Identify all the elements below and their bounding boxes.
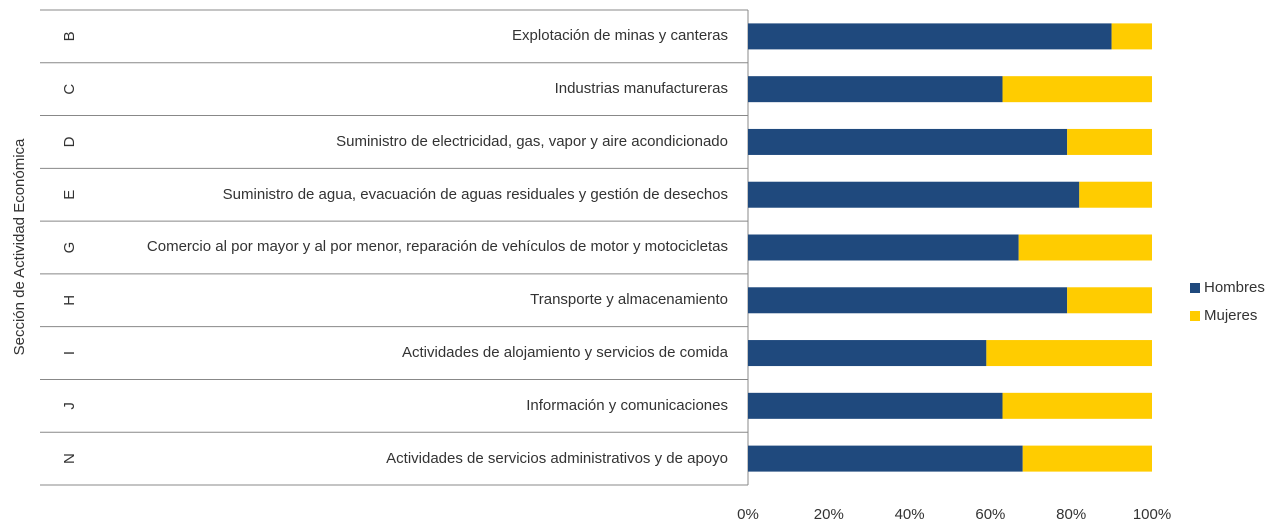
category-label-box: Actividades de servicios administrativos… [100, 432, 728, 485]
category-label: Explotación de minas y canteras [512, 27, 728, 45]
group-label: H [61, 295, 78, 306]
category-label: Actividades de alojamiento y servicios d… [402, 344, 728, 362]
category-label-box: Actividades de alojamiento y servicios d… [100, 327, 728, 380]
category-label-wrap: Información y comunicaciones [100, 379, 728, 432]
bar-segment [748, 181, 1080, 208]
bar-segment [748, 287, 1068, 314]
x-tick-label: 60% [975, 506, 1005, 523]
group-label: C [61, 84, 78, 95]
bar-segment [1002, 76, 1152, 103]
bar-segment [1002, 392, 1152, 419]
group-label: J [61, 402, 78, 410]
category-label-wrap: Actividades de servicios administrativos… [100, 432, 728, 485]
category-label-wrap: Transporte y almacenamiento [100, 274, 728, 327]
category-label: Información y comunicaciones [526, 396, 728, 414]
legend-label: Hombres [1204, 279, 1265, 296]
category-label: Comercio al por mayor y al por menor, re… [146, 238, 728, 256]
bar-segment [748, 128, 1068, 155]
category-label-box: Suministro de agua, evacuación de aguas … [100, 168, 728, 221]
bar-segment [748, 76, 1003, 103]
category-label-wrap: Industrias manufactureras [100, 63, 728, 116]
bar-segment [1022, 445, 1152, 472]
bar-segment [1018, 234, 1152, 261]
x-tick-label: 20% [814, 506, 844, 523]
bar-segment [1067, 287, 1152, 314]
bar-segment [1067, 128, 1152, 155]
category-label-box: Transporte y almacenamiento [100, 274, 728, 327]
category-label: Suministro de electricidad, gas, vapor y… [336, 132, 728, 150]
category-label: Industrias manufactureras [554, 80, 728, 98]
category-label-wrap: Explotación de minas y canteras [100, 10, 728, 63]
y-axis-title: Sección de Actividad Económica [11, 138, 28, 355]
group-label: I [61, 351, 78, 355]
x-tick-label: 0% [737, 506, 759, 523]
category-label: Actividades de servicios administrativos… [386, 449, 728, 467]
x-tick-label: 40% [895, 506, 925, 523]
legend-swatch [1190, 311, 1200, 321]
bar-segment [748, 23, 1112, 50]
category-label: Transporte y almacenamiento [530, 291, 728, 309]
bar-segment [1079, 181, 1152, 208]
category-label: Suministro de agua, evacuación de aguas … [222, 185, 728, 203]
group-label: B [61, 31, 78, 41]
category-label-wrap: Suministro de agua, evacuación de aguas … [100, 168, 728, 221]
category-label-box: Información y comunicaciones [100, 379, 728, 432]
group-label: N [61, 453, 78, 464]
bar-segment [748, 445, 1023, 472]
category-label-box: Suministro de electricidad, gas, vapor y… [100, 116, 728, 169]
category-label-box: Explotación de minas y canteras [100, 10, 728, 63]
bar-segment [986, 340, 1152, 367]
group-label: D [61, 136, 78, 147]
group-label: G [61, 242, 78, 254]
group-label: E [61, 190, 78, 200]
category-label-wrap: Comercio al por mayor y al por menor, re… [100, 221, 728, 274]
legend-swatch [1190, 283, 1200, 293]
category-label-wrap: Actividades de alojamiento y servicios d… [100, 327, 728, 380]
bar-segment [1111, 23, 1152, 50]
x-tick-label: 80% [1056, 506, 1086, 523]
bar-segment [748, 392, 1003, 419]
x-tick-label: 100% [1133, 506, 1171, 523]
category-label-wrap: Suministro de electricidad, gas, vapor y… [100, 116, 728, 169]
bar-segment [748, 234, 1019, 261]
legend-label: Mujeres [1204, 307, 1257, 324]
category-label-box: Comercio al por mayor y al por menor, re… [100, 221, 728, 274]
bar-segment [748, 340, 987, 367]
category-label-box: Industrias manufactureras [100, 63, 728, 116]
